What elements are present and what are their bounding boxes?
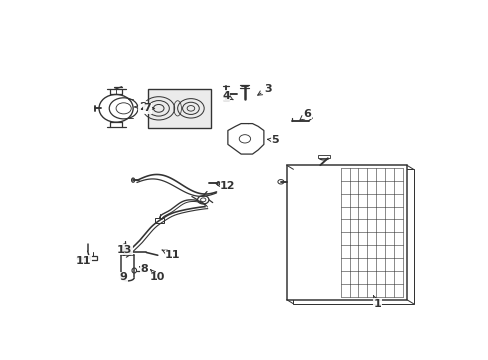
Bar (89, 256, 97, 260)
Text: 4: 4 (222, 91, 233, 101)
Text: 6: 6 (299, 109, 311, 120)
Text: 1: 1 (373, 296, 381, 309)
Bar (286, 165, 406, 300)
Text: 2: 2 (135, 102, 146, 112)
Text: 9: 9 (120, 273, 127, 283)
Bar (155, 219, 164, 223)
Bar (293, 169, 413, 304)
Circle shape (200, 198, 205, 202)
Text: 10: 10 (150, 270, 165, 283)
Text: 11: 11 (162, 250, 180, 260)
Text: 13: 13 (117, 245, 132, 255)
Bar (318, 156, 329, 158)
Circle shape (277, 180, 284, 184)
Text: 7: 7 (143, 103, 155, 113)
Text: 5: 5 (267, 135, 279, 145)
Bar (148, 89, 210, 128)
Text: 3: 3 (257, 84, 271, 95)
Text: 11: 11 (76, 256, 91, 266)
Text: 8: 8 (140, 264, 148, 274)
Text: 12: 12 (215, 181, 235, 191)
Circle shape (197, 195, 208, 204)
